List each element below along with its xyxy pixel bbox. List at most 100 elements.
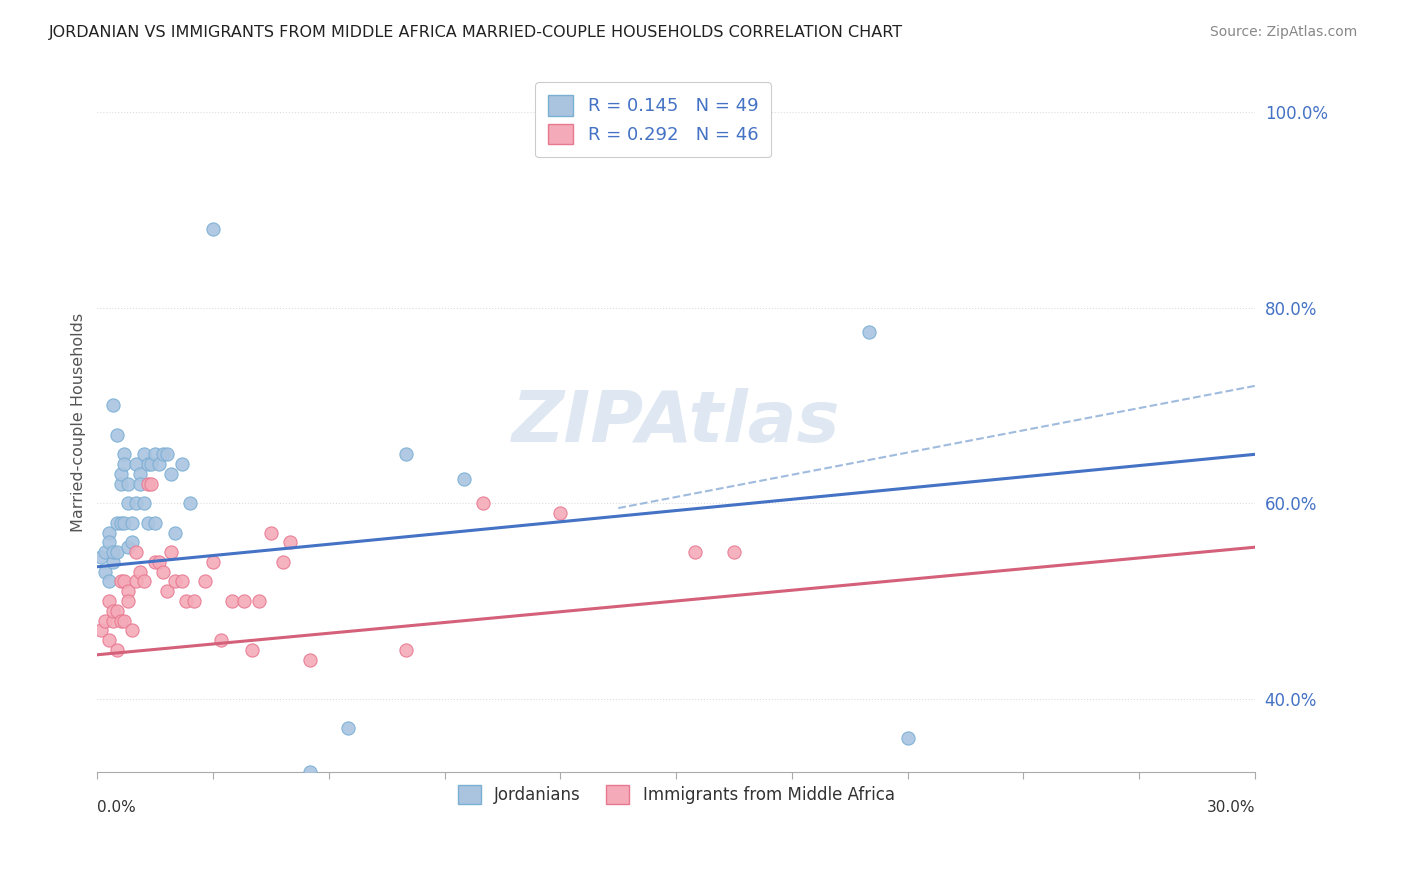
Point (110, 516, 132, 530)
Point (117, 540, 139, 554)
Point (125, 574, 148, 589)
Point (152, 565, 174, 579)
Point (121, 516, 143, 530)
Point (472, 496, 495, 510)
Point (143, 447, 166, 461)
Point (172, 457, 194, 471)
Point (105, 427, 128, 442)
Point (110, 476, 132, 491)
Point (897, 731, 920, 745)
Point (125, 545, 148, 559)
Point (101, 614, 124, 628)
Point (453, 472, 475, 486)
Point (136, 476, 159, 491)
Point (128, 467, 150, 481)
Text: ZIPAtlas: ZIPAtlas (512, 388, 841, 457)
Legend: Jordanians, Immigrants from Middle Africa: Jordanians, Immigrants from Middle Afric… (450, 777, 903, 813)
Point (858, 325, 880, 339)
Point (97, 633, 120, 648)
Point (298, 653, 321, 667)
Point (90, 624, 112, 638)
Point (90, 549, 112, 564)
Point (550, 506, 572, 520)
Point (105, 516, 128, 530)
Point (117, 584, 139, 599)
Point (179, 496, 201, 510)
Point (112, 457, 135, 471)
Point (117, 476, 139, 491)
Point (117, 594, 139, 608)
Point (132, 574, 155, 589)
Point (101, 399, 124, 413)
Text: 30.0%: 30.0% (1206, 800, 1256, 815)
Point (94, 545, 117, 559)
Point (159, 467, 181, 481)
Point (132, 447, 155, 461)
Point (298, 765, 321, 780)
Point (105, 545, 128, 559)
Point (136, 516, 159, 530)
Point (141, 476, 163, 491)
Point (101, 555, 124, 569)
Point (278, 535, 301, 549)
Point (128, 565, 150, 579)
Text: Source: ZipAtlas.com: Source: ZipAtlas.com (1209, 25, 1357, 39)
Point (112, 574, 135, 589)
Point (163, 525, 186, 540)
Point (110, 467, 132, 481)
Point (148, 457, 170, 471)
Point (121, 535, 143, 549)
Point (94, 614, 117, 628)
Point (105, 643, 128, 657)
Point (233, 594, 256, 608)
Point (240, 643, 263, 657)
Point (110, 574, 132, 589)
Point (395, 447, 418, 461)
Point (337, 721, 360, 735)
Point (128, 476, 150, 491)
Point (202, 555, 225, 569)
Point (174, 594, 197, 608)
Point (125, 496, 148, 510)
Point (202, 222, 225, 236)
Point (209, 633, 232, 648)
Point (156, 584, 179, 599)
Point (148, 555, 170, 569)
Point (132, 496, 155, 510)
Point (141, 457, 163, 471)
Point (152, 447, 174, 461)
Y-axis label: Married-couple Households: Married-couple Households (72, 313, 86, 533)
Point (221, 594, 243, 608)
Point (143, 555, 166, 569)
Point (723, 545, 745, 559)
Point (117, 496, 139, 510)
Point (101, 545, 124, 559)
Point (110, 614, 132, 628)
Point (183, 594, 205, 608)
Point (172, 574, 194, 589)
Point (112, 447, 135, 461)
Text: JORDANIAN VS IMMIGRANTS FROM MIDDLE AFRICA MARRIED-COUPLE HOUSEHOLDS CORRELATION: JORDANIAN VS IMMIGRANTS FROM MIDDLE AFRI… (49, 25, 903, 40)
Point (136, 457, 159, 471)
Point (159, 545, 181, 559)
Point (156, 447, 179, 461)
Point (121, 624, 143, 638)
Point (685, 545, 707, 559)
Point (97, 525, 120, 540)
Point (271, 555, 294, 569)
Point (112, 614, 135, 628)
Point (125, 457, 148, 471)
Point (112, 516, 135, 530)
Point (260, 525, 283, 540)
Point (194, 574, 217, 589)
Point (105, 604, 128, 618)
Point (97, 594, 120, 608)
Point (97, 535, 120, 549)
Point (94, 565, 117, 579)
Point (101, 604, 124, 618)
Text: 0.0%: 0.0% (97, 800, 136, 815)
Point (915, 784, 938, 798)
Point (395, 643, 418, 657)
Point (97, 574, 120, 589)
Point (163, 574, 186, 589)
